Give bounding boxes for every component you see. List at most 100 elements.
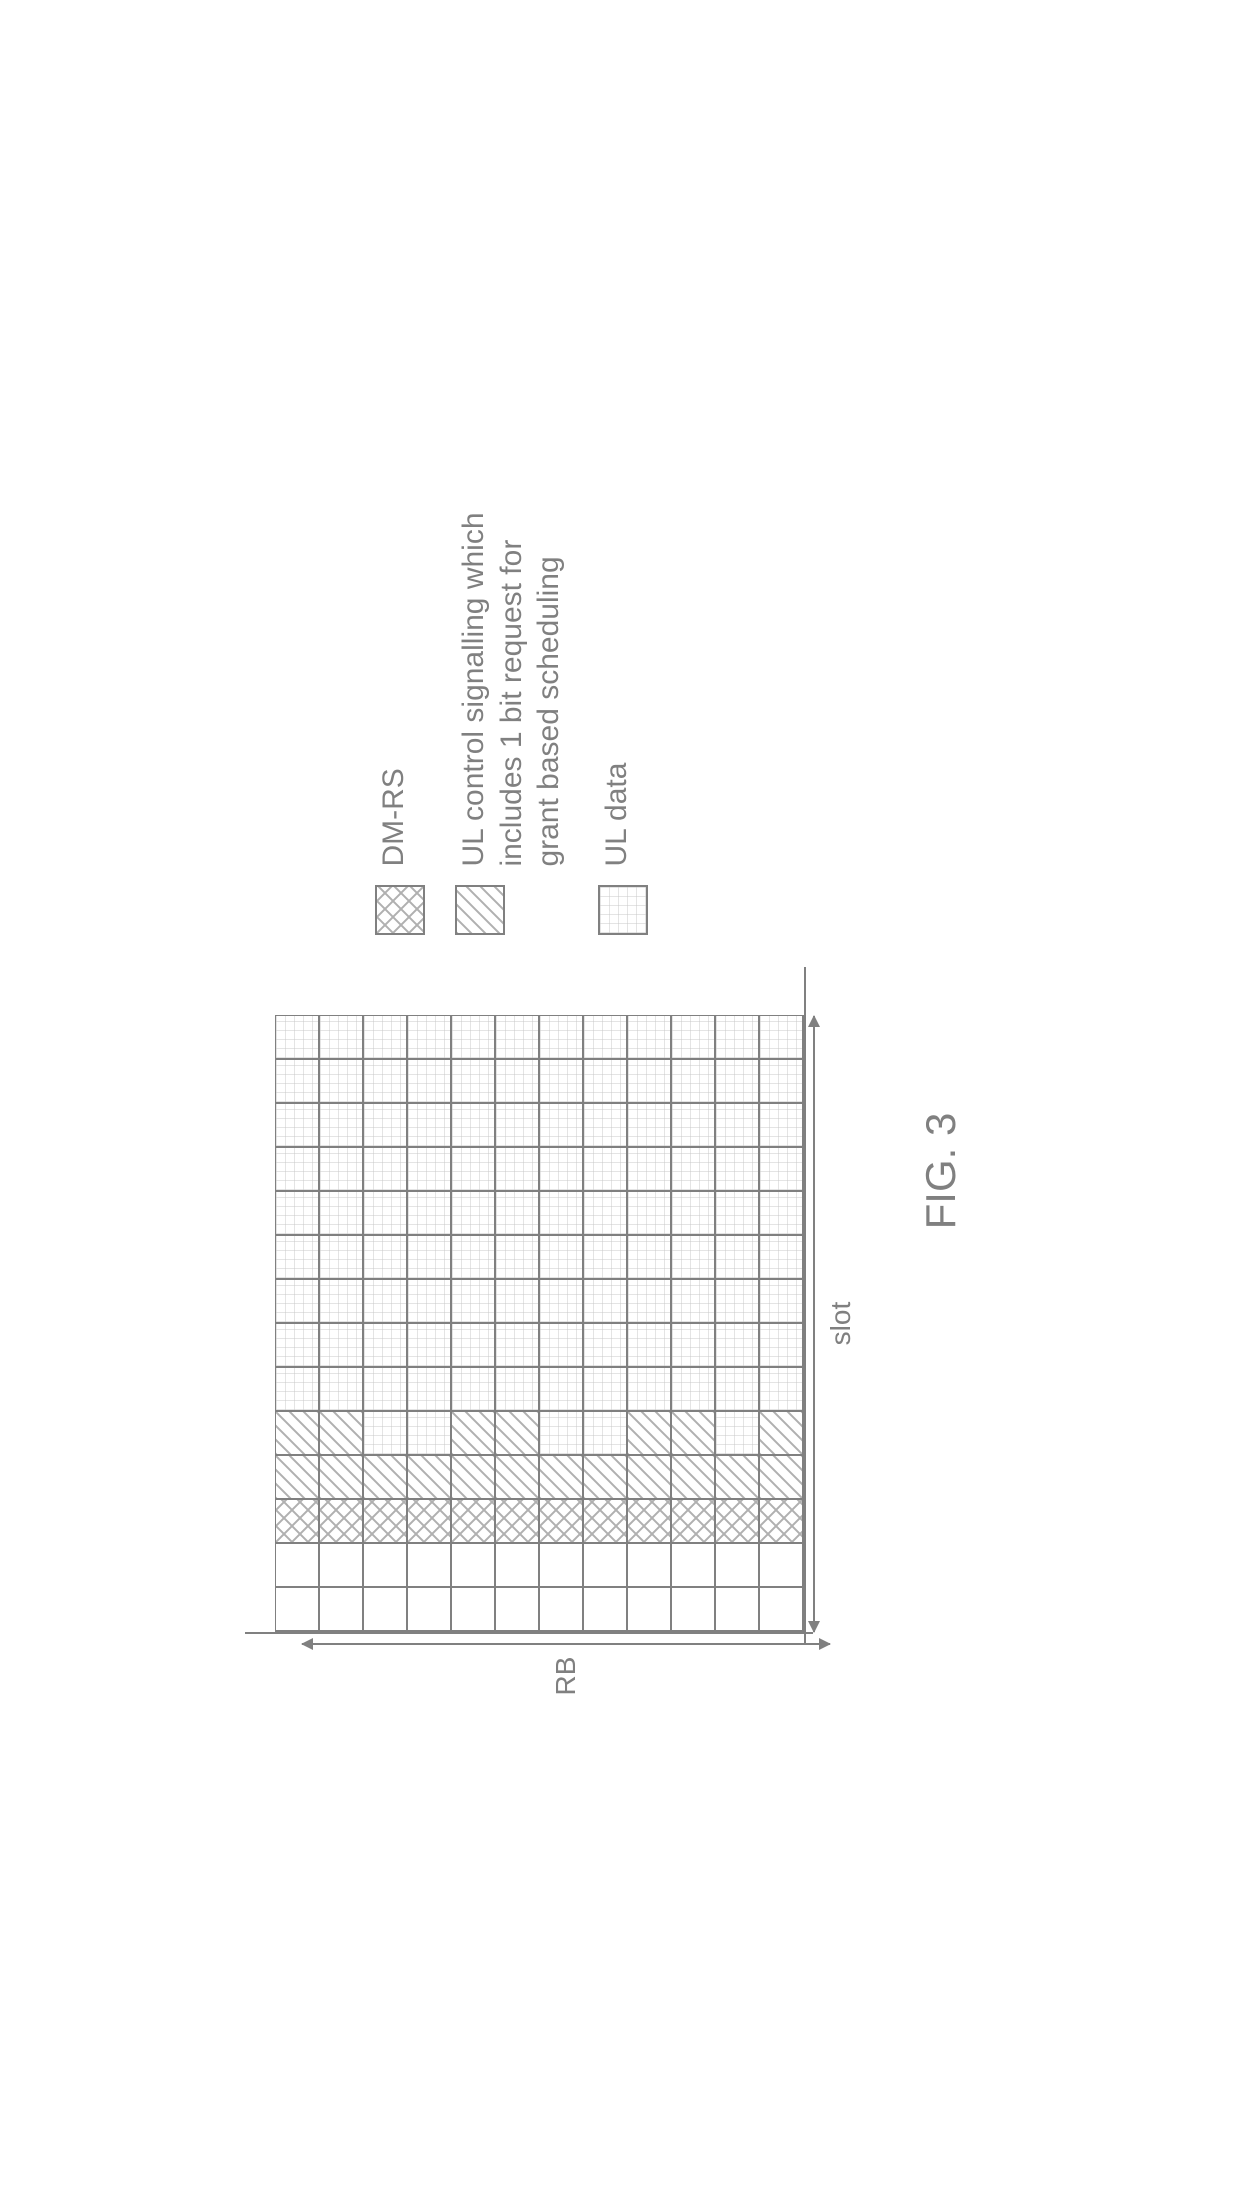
legend-label: UL control signalling which includes 1 b… bbox=[455, 507, 568, 867]
grid-cell bbox=[495, 1279, 539, 1323]
grid-cell bbox=[495, 1015, 539, 1059]
grid-cell bbox=[627, 1279, 671, 1323]
grid-cell bbox=[451, 1543, 495, 1587]
grid-cell bbox=[759, 1279, 803, 1323]
grid-cell bbox=[627, 1543, 671, 1587]
grid-cell bbox=[759, 1587, 803, 1631]
grid-cell bbox=[539, 1455, 583, 1499]
grid-cell bbox=[671, 1411, 715, 1455]
grid-cell bbox=[583, 1279, 627, 1323]
grid-cell bbox=[715, 1367, 759, 1411]
grid-cell bbox=[627, 1587, 671, 1631]
grid-cell bbox=[275, 1543, 319, 1587]
legend-swatch-dmrs bbox=[375, 885, 425, 935]
grid-cell bbox=[627, 1411, 671, 1455]
grid-cell bbox=[407, 1587, 451, 1631]
grid-cell bbox=[671, 1323, 715, 1367]
grid-cell bbox=[759, 1323, 803, 1367]
grid-cell bbox=[759, 1059, 803, 1103]
grid-cell bbox=[495, 1103, 539, 1147]
grid-cell bbox=[275, 1323, 319, 1367]
grid-cell bbox=[363, 1543, 407, 1587]
grid-cell bbox=[539, 1279, 583, 1323]
grid-cell bbox=[715, 1103, 759, 1147]
grid-cell bbox=[495, 1191, 539, 1235]
grid-cell bbox=[407, 1059, 451, 1103]
grid-cell bbox=[715, 1455, 759, 1499]
main-row: RB slot DM-RS UL control signalling which… bbox=[275, 507, 857, 1696]
grid-cell bbox=[451, 1059, 495, 1103]
grid-cell bbox=[319, 1455, 363, 1499]
grid-cell bbox=[759, 1235, 803, 1279]
grid-cell bbox=[319, 1543, 363, 1587]
grid-cell bbox=[275, 1015, 319, 1059]
grid-cell bbox=[407, 1235, 451, 1279]
legend-item: DM-RS bbox=[375, 507, 425, 935]
grid-cell bbox=[451, 1279, 495, 1323]
grid-cell bbox=[539, 1587, 583, 1631]
grid-cell bbox=[319, 1059, 363, 1103]
grid-cell bbox=[275, 1103, 319, 1147]
grid-cell bbox=[671, 1235, 715, 1279]
grid-cell bbox=[671, 1059, 715, 1103]
grid-cell bbox=[627, 1147, 671, 1191]
grid-cell bbox=[363, 1015, 407, 1059]
grid-cell bbox=[759, 1147, 803, 1191]
slot-arrow-icon bbox=[813, 1016, 815, 1632]
grid-cell bbox=[363, 1499, 407, 1543]
grid-cell bbox=[407, 1499, 451, 1543]
legend-swatch-ulctrl bbox=[455, 885, 505, 935]
grid-cell bbox=[319, 1191, 363, 1235]
grid-cell bbox=[715, 1279, 759, 1323]
grid-cell bbox=[583, 1191, 627, 1235]
grid-cell bbox=[583, 1499, 627, 1543]
grid-cell bbox=[539, 1543, 583, 1587]
figure-caption: FIG. 3 bbox=[917, 1113, 965, 1230]
legend: DM-RS UL control signalling which include… bbox=[375, 507, 648, 935]
grid-wrapper: RB slot bbox=[275, 1015, 857, 1696]
grid-cell bbox=[671, 1587, 715, 1631]
grid-cell bbox=[583, 1543, 627, 1587]
grid-cell bbox=[319, 1279, 363, 1323]
grid-cell bbox=[539, 1147, 583, 1191]
grid-cell bbox=[407, 1543, 451, 1587]
grid-cell bbox=[407, 1147, 451, 1191]
grid-cell bbox=[671, 1279, 715, 1323]
grid-cell bbox=[363, 1279, 407, 1323]
grid-cell bbox=[759, 1455, 803, 1499]
grid-cell bbox=[451, 1323, 495, 1367]
grid-cell bbox=[495, 1499, 539, 1543]
grid-cell bbox=[495, 1455, 539, 1499]
grid-cell bbox=[715, 1015, 759, 1059]
grid-cell bbox=[495, 1367, 539, 1411]
grid-cell bbox=[671, 1367, 715, 1411]
grid-cell bbox=[363, 1367, 407, 1411]
grid-cell bbox=[275, 1059, 319, 1103]
grid-cell bbox=[627, 1323, 671, 1367]
grid-cell bbox=[715, 1147, 759, 1191]
grid-cell bbox=[583, 1587, 627, 1631]
resource-grid bbox=[275, 1015, 805, 1633]
slot-row: slot bbox=[813, 1015, 857, 1633]
grid-cell bbox=[539, 1411, 583, 1455]
grid-cell bbox=[495, 1323, 539, 1367]
grid-cell bbox=[759, 1411, 803, 1455]
grid-cell bbox=[451, 1587, 495, 1631]
grid-cell bbox=[759, 1103, 803, 1147]
grid-cell bbox=[495, 1235, 539, 1279]
grid-cell bbox=[275, 1279, 319, 1323]
grid-cell bbox=[495, 1587, 539, 1631]
grid-cell bbox=[671, 1015, 715, 1059]
grid-cell bbox=[363, 1191, 407, 1235]
grid-cell bbox=[627, 1191, 671, 1235]
grid-cell bbox=[539, 1235, 583, 1279]
grid-cell bbox=[715, 1411, 759, 1455]
grid-cell bbox=[627, 1103, 671, 1147]
grid-cell bbox=[451, 1015, 495, 1059]
grid-cell bbox=[671, 1147, 715, 1191]
grid-cell bbox=[363, 1147, 407, 1191]
grid-cell bbox=[451, 1147, 495, 1191]
grid-cell bbox=[407, 1103, 451, 1147]
axis-extend-h bbox=[804, 967, 806, 1643]
grid-cell bbox=[715, 1059, 759, 1103]
